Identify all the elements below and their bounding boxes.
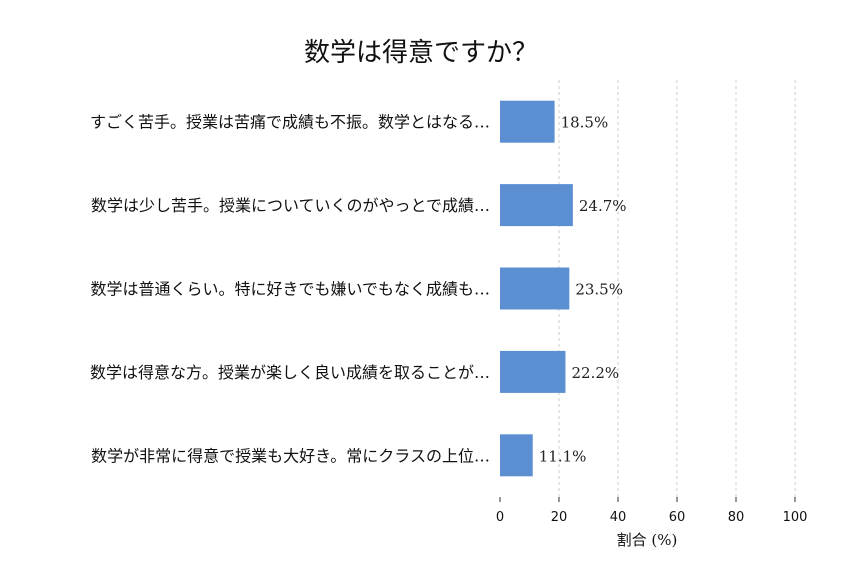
x-axis-ticks: 0 20 40 60 80 100 — [496, 497, 808, 525]
x-tick-label: 100 — [783, 510, 808, 525]
category-label: 数学は少し苦手。授業についていくのがやっとで成績… — [91, 196, 490, 215]
data-label: 24.7% — [579, 197, 627, 215]
data-labels: 18.5% 24.7% 23.5% 22.2% 11.1% — [539, 114, 627, 466]
data-label: 18.5% — [561, 114, 609, 132]
x-tick-label: 80 — [728, 510, 745, 525]
category-label: すごく苦手。授業は苦痛で成績も不振。数学とはなる… — [90, 113, 490, 132]
x-tick-label: 40 — [610, 510, 627, 525]
x-axis-label: 割合 (%) — [617, 531, 678, 549]
bar — [500, 184, 573, 227]
bars — [500, 100, 573, 477]
bar — [500, 267, 570, 310]
category-label: 数学は得意な方。授業が楽しく良い成績を取ることが… — [90, 363, 490, 382]
data-label: 23.5% — [575, 281, 623, 299]
category-labels: すごく苦手。授業は苦痛で成績も不振。数学とはなる… 数学は少し苦手。授業についてい… — [90, 113, 490, 466]
data-label: 22.2% — [571, 364, 619, 382]
data-label: 11.1% — [539, 447, 587, 465]
bar — [500, 100, 555, 143]
x-tick-label: 60 — [669, 510, 686, 525]
x-tick-label: 20 — [551, 510, 568, 525]
bar — [500, 434, 533, 477]
category-label: 数学は普通くらい。特に好きでも嫌いでもなく成績も… — [90, 280, 490, 299]
bar — [500, 350, 566, 393]
x-tick-label: 0 — [496, 510, 504, 525]
category-label: 数学が非常に得意で授業も大好き。常にクラスの上位… — [91, 446, 490, 465]
chart-title: 数学は得意ですか？ — [304, 38, 538, 68]
